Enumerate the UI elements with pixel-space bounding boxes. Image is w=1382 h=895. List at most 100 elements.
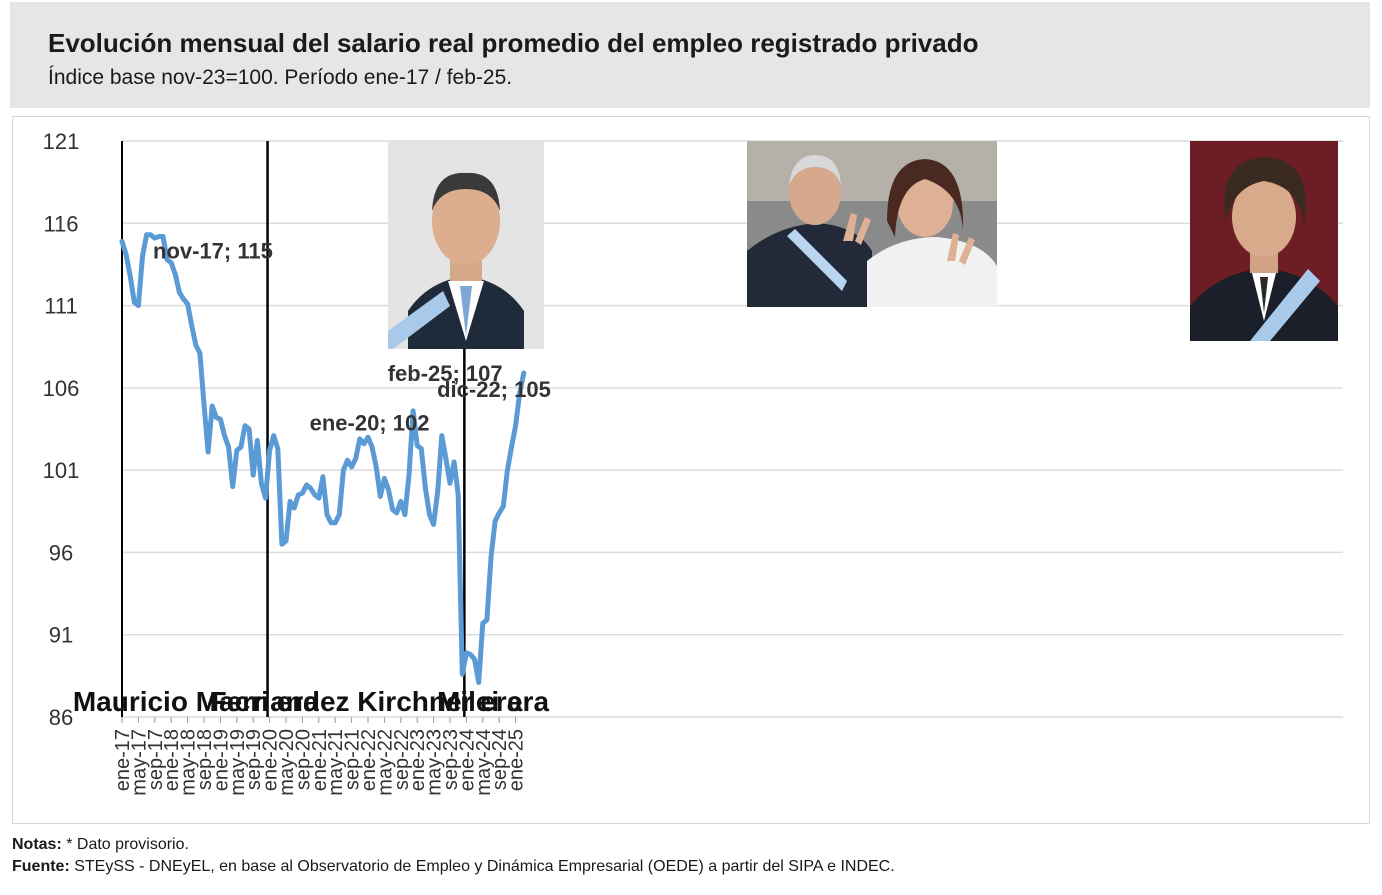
data-point <box>324 512 330 517</box>
data-point <box>394 510 399 516</box>
data-point <box>148 232 153 238</box>
source-text: STEySS - DNEyEL, en base al Observatorio… <box>69 858 895 875</box>
x-tick-label: ene-19 <box>210 729 232 791</box>
x-tick-label: may-21 <box>325 729 347 796</box>
milei-portrait-image <box>1190 141 1338 341</box>
data-point <box>189 323 194 328</box>
data-point <box>419 446 424 451</box>
x-tick-label: ene-23 <box>407 729 429 791</box>
data-point <box>497 510 502 516</box>
notes-label: Notas: <box>12 836 62 853</box>
data-point <box>296 492 301 498</box>
data-point <box>316 495 321 501</box>
data-point <box>308 486 313 491</box>
y-tick-label: 116 <box>43 211 78 236</box>
data-point <box>152 235 157 241</box>
data-point <box>480 620 485 626</box>
x-tick-label: may-19 <box>227 729 249 796</box>
data-point <box>128 273 133 279</box>
data-point <box>173 272 178 277</box>
y-tick-label: 106 <box>43 376 80 401</box>
x-tick-label: ene-25 <box>506 729 528 791</box>
data-point <box>357 436 362 442</box>
data-point <box>156 234 162 239</box>
fernandez-kirchner-portrait-image <box>747 141 997 307</box>
data-point <box>283 538 289 544</box>
data-point <box>279 542 285 547</box>
data-point <box>132 300 137 305</box>
data-point <box>431 522 436 527</box>
era-label: Milei era <box>437 686 549 717</box>
data-point <box>312 492 317 498</box>
data-point <box>123 252 129 257</box>
y-tick-label: 91 <box>49 623 73 648</box>
x-tick-label: sep-20 <box>292 729 314 790</box>
x-tick-label: may-22 <box>374 729 396 796</box>
x-tick-label: ene-24 <box>456 729 478 791</box>
data-point <box>222 433 227 438</box>
data-point <box>382 476 387 481</box>
x-tick-label: sep-24 <box>489 729 511 790</box>
x-tick-label: may-20 <box>276 729 298 796</box>
data-point <box>435 489 440 494</box>
data-point <box>468 652 473 657</box>
data-point <box>517 390 522 395</box>
chart-panel: 86 91 96 101 106 111 116 121 ene-17 may-17 sep-17 e… <box>12 116 1370 824</box>
x-tick-label: ene-17 <box>112 729 134 791</box>
data-point <box>378 494 383 499</box>
data-point <box>492 518 498 524</box>
data-point <box>320 474 326 479</box>
data-point <box>513 423 518 428</box>
y-tick-label: 121 <box>43 129 80 154</box>
data-point <box>456 492 461 498</box>
x-tick-label: ene-20 <box>260 729 282 791</box>
data-point <box>365 435 371 440</box>
chart-subtitle: Índice base nov-23=100. Período ene-17 /… <box>48 66 513 89</box>
era-label: Mauricio Macri era <box>73 686 319 717</box>
x-tick-label: sep-21 <box>342 729 364 790</box>
y-tick-label: 101 <box>43 458 80 483</box>
x-tick-label: may-24 <box>473 729 495 796</box>
data-point <box>226 444 231 450</box>
data-point <box>386 487 391 493</box>
data-point <box>447 481 453 486</box>
x-tick-label: sep-18 <box>194 729 216 790</box>
chart-header: Evolución mensual del salario real prome… <box>10 2 1370 108</box>
data-point <box>238 444 244 450</box>
data-point <box>423 486 428 491</box>
x-tick-label: sep-22 <box>391 729 413 790</box>
y-tick-label: 111 <box>44 294 77 319</box>
data-point <box>160 234 166 239</box>
data-point <box>185 301 190 307</box>
data-point <box>451 459 457 465</box>
data-point <box>304 482 309 488</box>
data-point <box>484 617 490 623</box>
data-point <box>164 257 170 262</box>
data-point <box>337 512 342 517</box>
x-tick-label: sep-17 <box>145 729 167 790</box>
data-point <box>505 467 510 473</box>
data-point <box>390 507 395 512</box>
data-point <box>218 416 223 422</box>
chart-notes: Notas: * Dato provisorio. <box>12 836 189 854</box>
data-annotation: dic-22; 105 <box>437 377 551 402</box>
source-label: Fuente: <box>12 858 70 875</box>
data-point <box>341 467 346 473</box>
x-tick-label: sep-19 <box>243 729 265 790</box>
data-point <box>193 342 198 348</box>
x-tick-label: sep-23 <box>440 729 462 790</box>
data-point <box>398 499 403 504</box>
data-point <box>177 290 182 295</box>
data-point <box>476 680 481 685</box>
x-tick-label: ene-18 <box>161 729 183 791</box>
data-point <box>374 464 379 470</box>
data-point <box>300 490 305 496</box>
data-annotation: ene-20; 102 <box>310 410 430 435</box>
data-point <box>197 351 203 356</box>
data-point <box>242 423 248 428</box>
data-point <box>345 458 350 463</box>
data-point <box>369 444 375 450</box>
data-point <box>410 408 416 414</box>
data-point <box>144 232 149 238</box>
x-tick-label: ene-21 <box>309 729 331 791</box>
